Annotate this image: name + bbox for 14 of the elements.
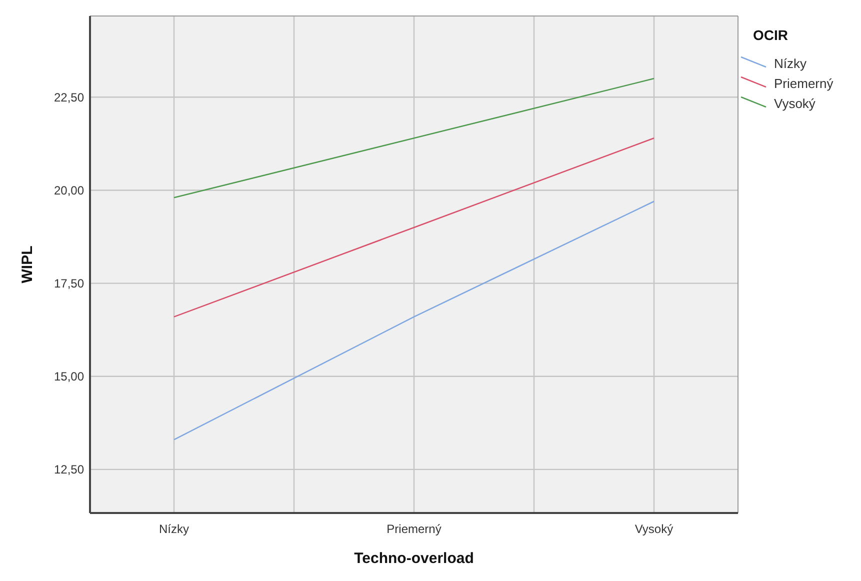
legend-label: Nízky (774, 56, 807, 71)
x-axis-title: Techno-overload (354, 550, 474, 567)
y-tick-label: 12,50 (54, 462, 84, 477)
x-tick-label: Priemerný (386, 522, 442, 536)
legend-label: Priemerný (774, 76, 834, 91)
x-tick-label: Nízky (159, 522, 189, 536)
legend-title: OCIR (753, 27, 788, 43)
x-tick-label: Vysoký (634, 522, 674, 536)
y-tick-label: 15,00 (54, 370, 84, 384)
y-tick-label: 22,50 (54, 90, 84, 104)
y-axis-title: WIPL (19, 246, 36, 284)
legend-label: Vysoký (774, 96, 816, 111)
y-tick-label: 20,00 (54, 183, 84, 198)
y-tick-label: 17,50 (54, 276, 84, 290)
